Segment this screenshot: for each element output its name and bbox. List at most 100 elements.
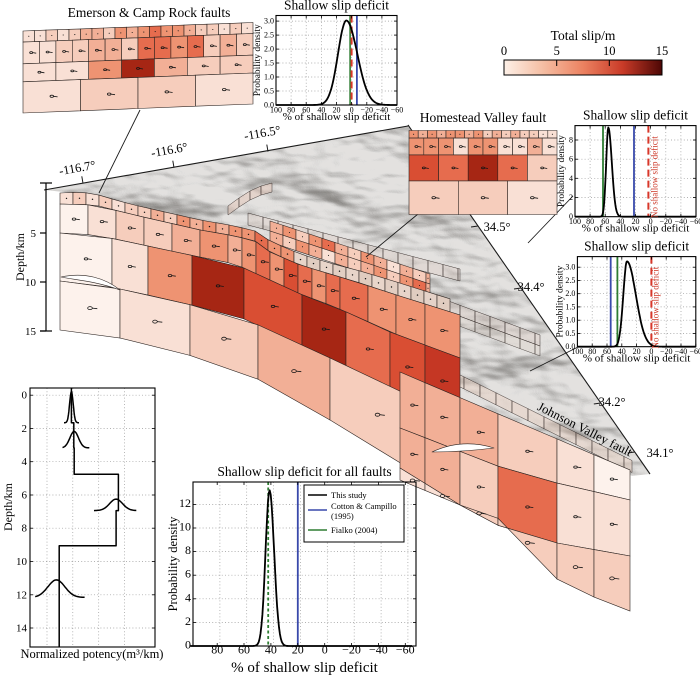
svg-text:6: 6 (185, 567, 191, 581)
svg-text:6: 6 (22, 490, 28, 502)
svg-text:2.5: 2.5 (565, 276, 575, 285)
svg-text:20: 20 (632, 217, 640, 226)
svg-text:2.0: 2.0 (264, 45, 274, 54)
svg-text:100: 100 (569, 217, 581, 226)
svg-text:3.0: 3.0 (264, 17, 274, 26)
svg-text:1.5: 1.5 (565, 302, 575, 311)
svg-text:40: 40 (616, 217, 624, 226)
svg-text:34.2°: 34.2° (599, 395, 626, 409)
svg-text:No shallow slip deficit: No shallow slip deficit (650, 136, 660, 218)
svg-text:Shallow slip deficit: Shallow slip deficit (284, 0, 389, 13)
svg-text:0: 0 (22, 390, 28, 402)
svg-text:% of shallow slip deficit: % of shallow slip deficit (583, 353, 691, 365)
svg-text:0.0: 0.0 (264, 101, 274, 110)
svg-text:0.0: 0.0 (565, 342, 575, 351)
svg-text:80: 80 (586, 217, 594, 226)
svg-text:% of shallow slip deficit: % of shallow slip deficit (283, 111, 391, 123)
svg-text:-116.5°: -116.5° (243, 123, 282, 143)
svg-text:2: 2 (185, 614, 191, 628)
svg-text:60: 60 (238, 643, 250, 657)
svg-text:Homestead Valley fault: Homestead Valley fault (420, 110, 547, 125)
svg-text:−20: −20 (660, 347, 673, 356)
svg-text:−60: −60 (396, 643, 415, 657)
svg-text:Normalized potency(m³/km): Normalized potency(m³/km) (21, 647, 164, 661)
svg-text:15: 15 (656, 44, 669, 58)
svg-text:Shallow slip deficit: Shallow slip deficit (583, 108, 688, 123)
svg-text:No shallow slip deficit: No shallow slip deficit (650, 266, 660, 348)
svg-text:34.4°: 34.4° (518, 280, 545, 294)
svg-text:14: 14 (16, 623, 28, 635)
svg-text:2: 2 (569, 193, 573, 202)
svg-text:80: 80 (588, 347, 596, 356)
svg-text:5: 5 (554, 44, 560, 58)
svg-text:1.5: 1.5 (264, 59, 274, 68)
svg-text:0: 0 (501, 44, 507, 58)
svg-text:4: 4 (22, 456, 28, 468)
svg-text:0: 0 (185, 638, 191, 652)
svg-text:1.0: 1.0 (565, 316, 575, 325)
svg-text:−60: −60 (690, 347, 700, 356)
svg-text:Probability density: Probability density (557, 135, 567, 207)
svg-text:Total slip/m: Total slip/m (551, 28, 616, 43)
svg-text:0.5: 0.5 (264, 87, 274, 96)
svg-text:Cotton & Campillo: Cotton & Campillo (331, 501, 397, 511)
svg-text:3.0: 3.0 (565, 263, 575, 272)
svg-text:80: 80 (211, 643, 223, 657)
svg-text:−20: −20 (361, 106, 374, 115)
svg-text:Probability density: Probability density (253, 24, 263, 96)
svg-text:0: 0 (649, 347, 653, 356)
svg-text:10: 10 (25, 277, 37, 289)
svg-text:8: 8 (185, 543, 191, 557)
svg-text:Shallow slip deficit: Shallow slip deficit (584, 239, 689, 254)
svg-text:34.1°: 34.1° (647, 446, 674, 460)
svg-text:40: 40 (317, 106, 325, 115)
svg-text:(1995): (1995) (331, 511, 354, 521)
svg-text:−40: −40 (675, 217, 688, 226)
svg-text:Fialko (2004): Fialko (2004) (331, 525, 378, 535)
svg-text:8: 8 (22, 523, 28, 535)
svg-text:40: 40 (618, 347, 626, 356)
svg-text:34.5°: 34.5° (484, 220, 511, 234)
svg-text:-116.6°: -116.6° (150, 140, 189, 160)
svg-text:40: 40 (265, 643, 277, 657)
svg-text:100: 100 (571, 347, 583, 356)
svg-text:−40: −40 (675, 347, 688, 356)
svg-text:−40: −40 (376, 106, 389, 115)
svg-text:8: 8 (569, 136, 573, 145)
svg-text:−40: −40 (369, 643, 388, 657)
svg-text:Depth/km: Depth/km (13, 232, 27, 281)
svg-text:4: 4 (569, 174, 573, 183)
svg-text:0: 0 (322, 643, 328, 657)
svg-text:0: 0 (649, 217, 653, 226)
svg-text:6: 6 (569, 155, 573, 164)
svg-text:−60: −60 (690, 217, 700, 226)
svg-text:60: 60 (601, 217, 609, 226)
svg-text:% of shallow slip deficit: % of shallow slip deficit (231, 660, 378, 676)
svg-text:Emerson & Camp Rock faults: Emerson & Camp Rock faults (68, 5, 231, 20)
svg-text:4: 4 (185, 590, 191, 604)
svg-text:10: 10 (16, 556, 28, 568)
svg-text:% of shallow slip deficit: % of shallow slip deficit (582, 223, 690, 235)
svg-text:60: 60 (302, 106, 310, 115)
svg-text:Probability density: Probability density (166, 516, 180, 612)
svg-text:12: 12 (179, 496, 191, 510)
svg-text:10: 10 (603, 44, 616, 58)
svg-text:100: 100 (270, 106, 282, 115)
svg-text:80: 80 (287, 106, 295, 115)
svg-text:2.5: 2.5 (264, 31, 274, 40)
svg-text:Depth/km: Depth/km (1, 482, 15, 531)
svg-text:0: 0 (350, 106, 354, 115)
svg-text:0: 0 (569, 212, 573, 221)
svg-text:−20: −20 (660, 217, 673, 226)
svg-text:Shallow slip deficit for all f: Shallow slip deficit for all faults (217, 464, 391, 479)
svg-text:This study: This study (331, 490, 367, 500)
svg-text:−20: −20 (342, 643, 361, 657)
svg-text:10: 10 (179, 520, 191, 534)
svg-text:60: 60 (603, 347, 611, 356)
svg-text:1.0: 1.0 (264, 73, 274, 82)
svg-text:15: 15 (25, 326, 37, 338)
svg-text:−60: −60 (391, 106, 404, 115)
svg-text:12: 12 (16, 589, 27, 601)
svg-text:20: 20 (292, 643, 304, 657)
svg-text:5: 5 (31, 228, 37, 240)
